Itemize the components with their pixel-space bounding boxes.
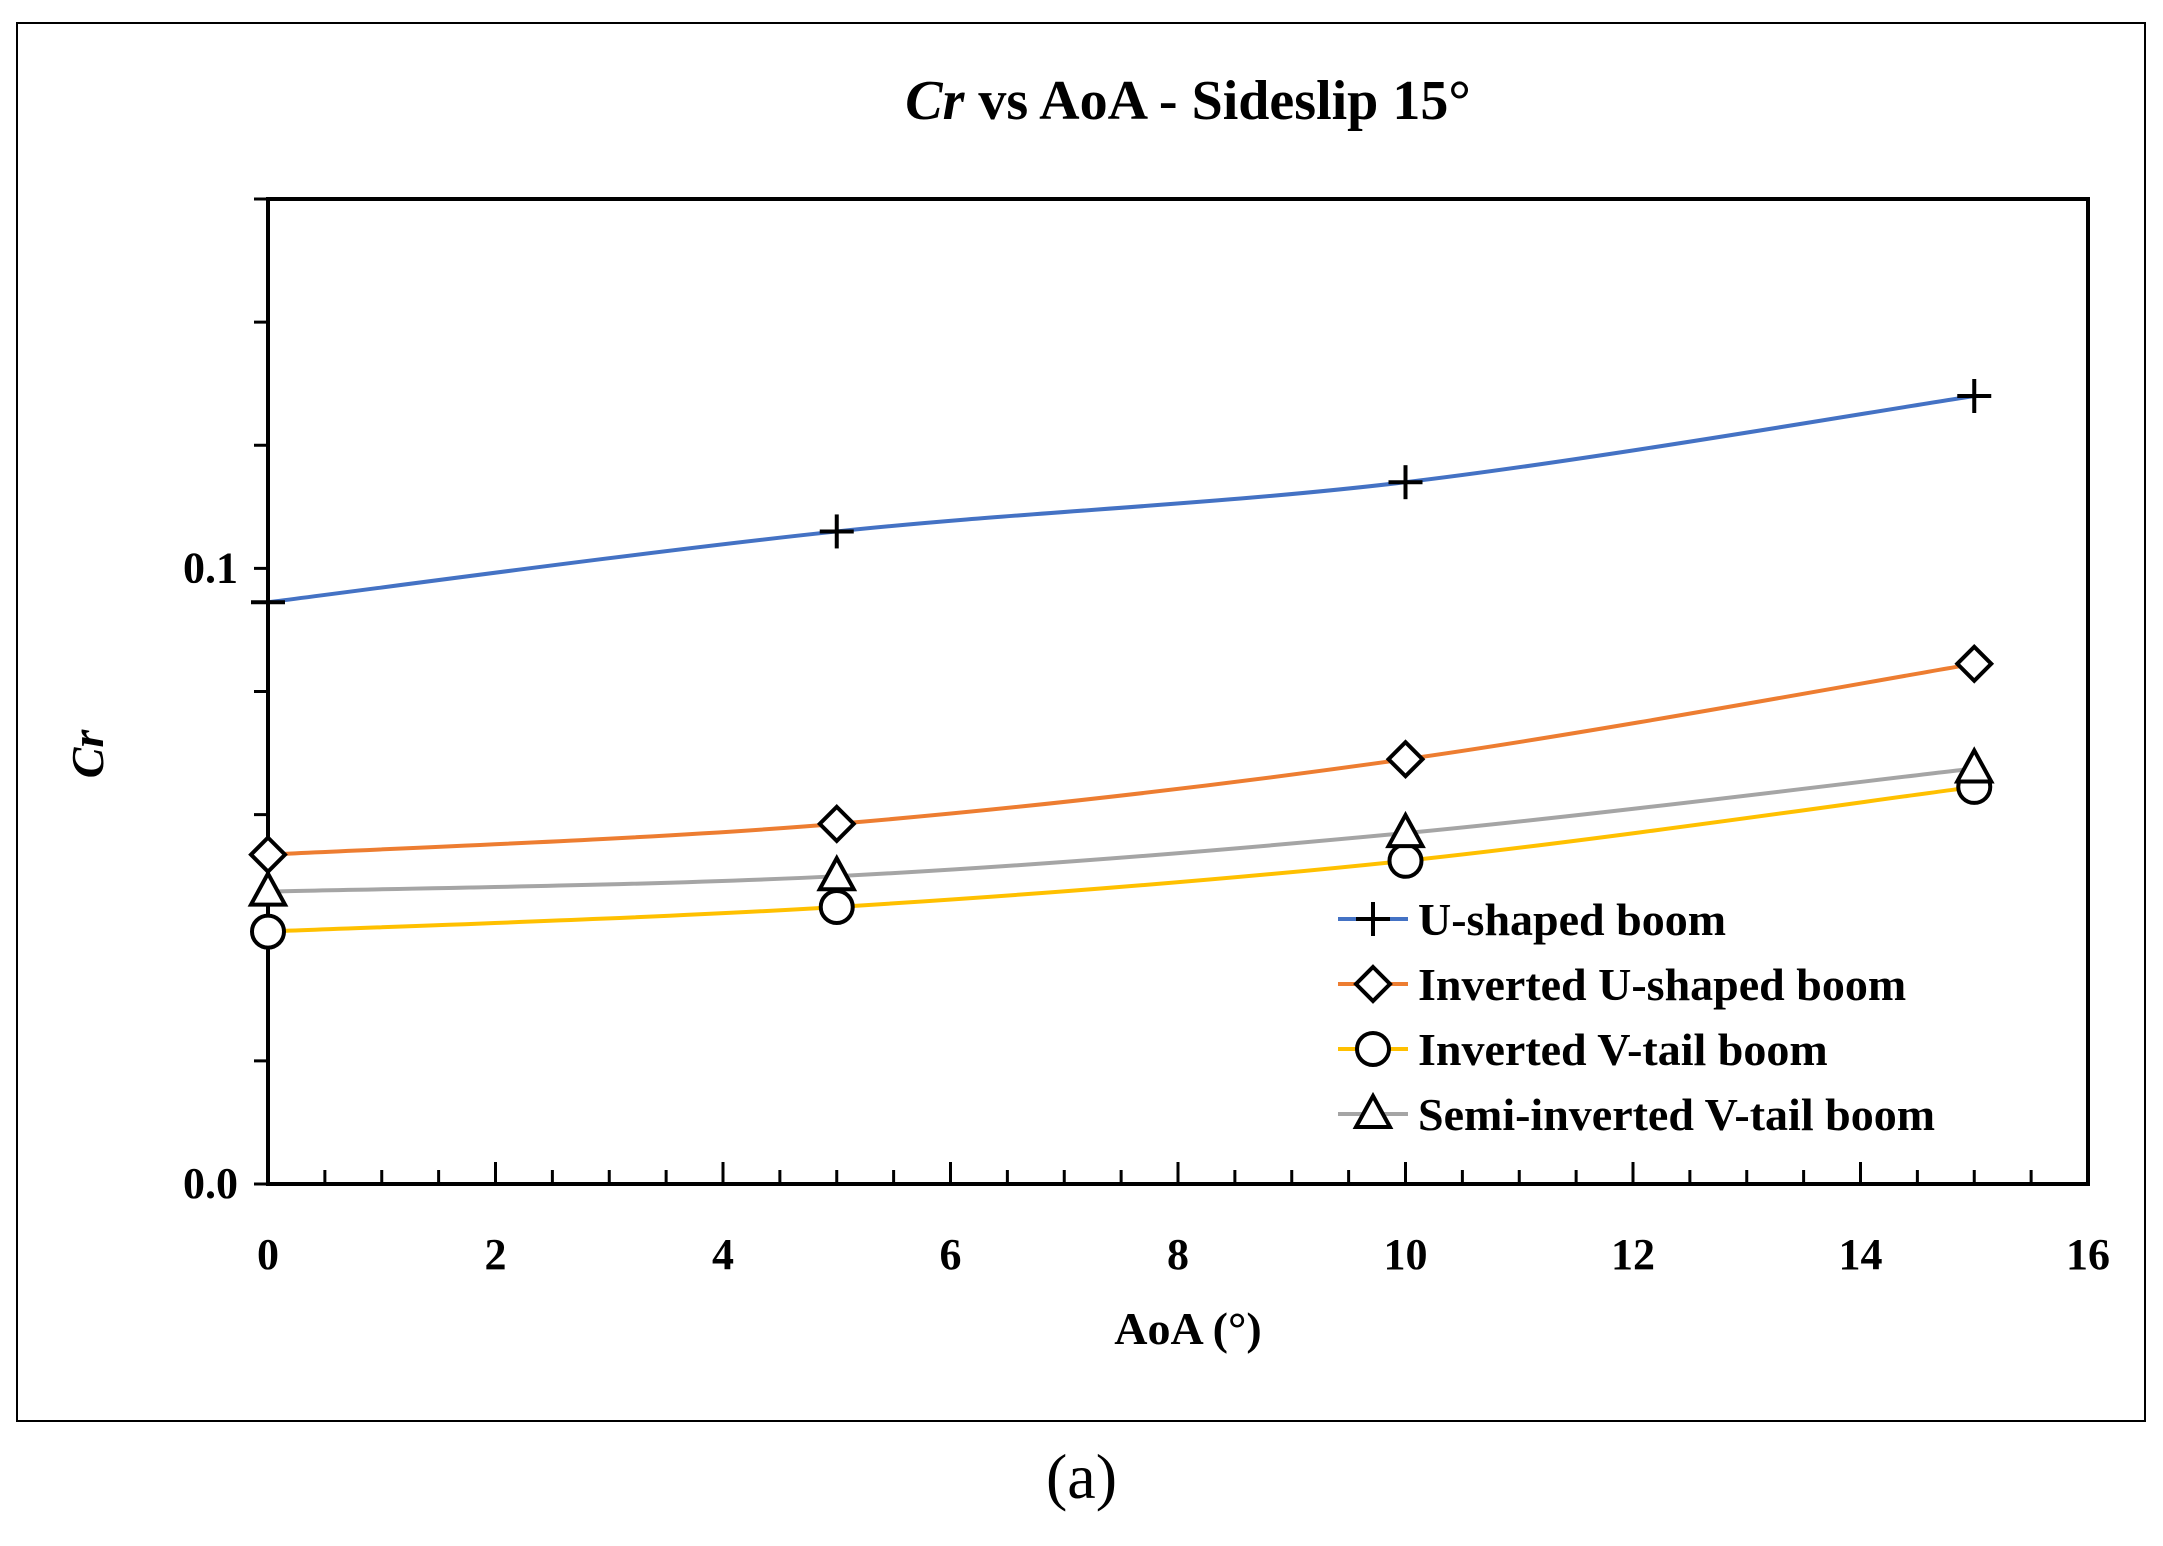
series-1-point xyxy=(1954,643,1995,684)
x-tick-label: 0 xyxy=(257,1230,279,1279)
figure-caption: (a) xyxy=(1045,1441,1118,1512)
series-2-point xyxy=(250,913,286,950)
y-tick-label: 0.1 xyxy=(183,543,238,592)
chart-frame: Cr vs AoA - Sideslip 15° 0 2 4 6 8 10 12 14 16 0.… xyxy=(16,22,2146,1422)
legend-label: U-shaped boom xyxy=(1418,894,1726,945)
series-line-3 xyxy=(267,766,1975,894)
series-1-point xyxy=(816,804,857,844)
x-tick-label: 12 xyxy=(1611,1230,1655,1279)
series-2-point xyxy=(818,888,855,925)
legend-marker xyxy=(1355,1031,1391,1067)
y-axis-label: Cr xyxy=(62,729,113,779)
series-line-1 xyxy=(267,661,1975,857)
x-tick-label: 8 xyxy=(1167,1230,1189,1279)
legend-item-3: Semi-inverted V-tail boom xyxy=(1338,1089,1935,1140)
series-2-point xyxy=(1387,842,1424,879)
legend-marker xyxy=(1353,964,1393,1004)
legend-marker xyxy=(1356,902,1390,936)
series-line-0 xyxy=(267,394,1975,605)
series-3-point xyxy=(816,854,858,892)
legend-label: Inverted U-shaped boom xyxy=(1418,959,1906,1010)
x-tick-label: 6 xyxy=(940,1230,962,1279)
chart-title-rest: vs AoA - Sideslip 15° xyxy=(964,70,1470,132)
legend-label: Inverted V-tail boom xyxy=(1418,1024,1828,1075)
legend-item-2: Inverted V-tail boom xyxy=(1338,1024,1828,1075)
series-1-point xyxy=(1385,739,1426,780)
series-0-point xyxy=(1957,379,1992,413)
x-axis-label: AoA (°) xyxy=(1114,1303,1261,1354)
x-tick-label: 16 xyxy=(2066,1230,2110,1279)
x-tick-label: 10 xyxy=(1384,1230,1428,1279)
legend-label: Semi-inverted V-tail boom xyxy=(1418,1089,1935,1140)
chart-title-italic: Cr xyxy=(905,70,965,132)
series-0-point xyxy=(251,585,285,620)
x-tick-label: 14 xyxy=(1839,1230,1883,1279)
series-3-point xyxy=(1385,810,1426,849)
series-3-point xyxy=(1953,746,1995,784)
legend-marker xyxy=(1352,1091,1394,1129)
chart-svg: Cr vs AoA - Sideslip 15° 0 2 4 6 8 10 12 14 16 0.… xyxy=(62,70,2110,1354)
plot-layer: 0 2 4 6 8 10 12 14 16 0.0 0.1 xyxy=(183,197,2110,1279)
x-tick-label: 4 xyxy=(712,1230,734,1279)
series-0-point xyxy=(1388,465,1423,500)
series-1-point xyxy=(248,834,288,875)
legend-item-1: Inverted U-shaped boom xyxy=(1338,959,1906,1010)
x-tick-label: 2 xyxy=(485,1230,507,1279)
legend: U-shaped boom Inverted U-shaped boom Inver… xyxy=(1338,894,1935,1140)
legend-item-0: U-shaped boom xyxy=(1338,894,1726,945)
y-tick-label: 0.0 xyxy=(183,1159,238,1208)
series-0-point xyxy=(819,514,854,549)
series-3-point xyxy=(247,869,289,907)
chart-title: Cr vs AoA - Sideslip 15° xyxy=(905,70,1470,132)
series-line-2 xyxy=(267,784,1975,934)
